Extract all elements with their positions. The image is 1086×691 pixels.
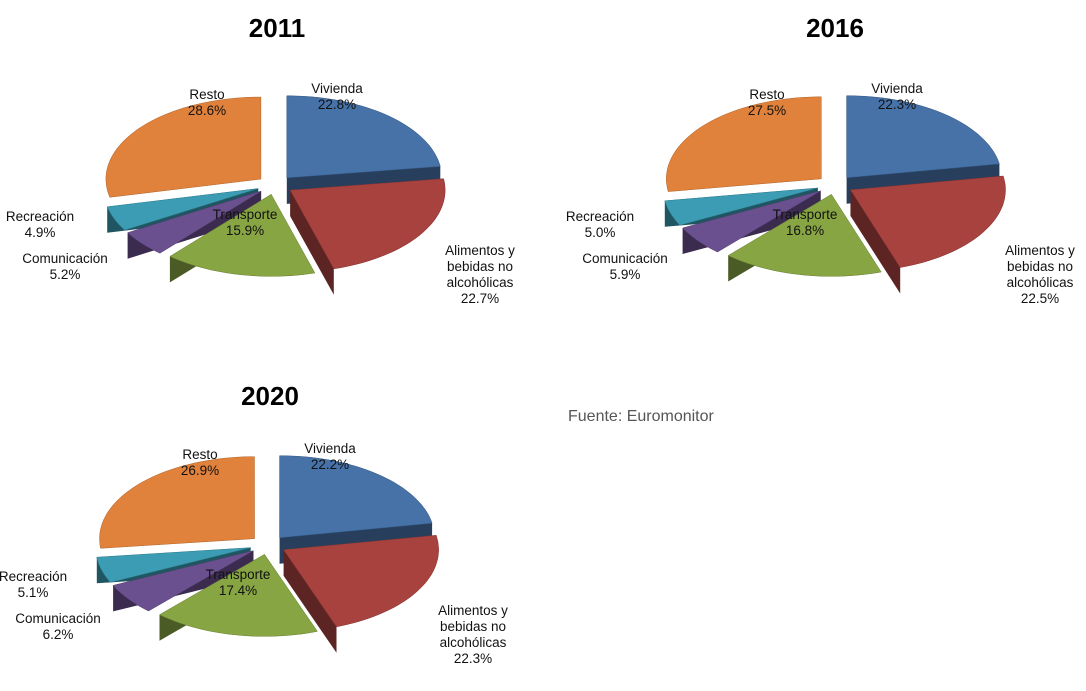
value-label: 17.4% — [218, 583, 258, 598]
value-label: 4.9% — [24, 225, 56, 240]
data-label: Alimentos y bebidas no alcohólicas 22.7% — [433, 243, 528, 307]
data-label: Resto 27.5% — [727, 87, 807, 119]
data-label: Transporte 16.8% — [760, 207, 850, 239]
slice-top — [127, 190, 262, 254]
category-label: Resto — [749, 87, 785, 102]
slice — [727, 193, 882, 303]
data-label: Resto 26.9% — [160, 447, 240, 479]
data-label: Transporte 17.4% — [193, 567, 283, 599]
category-label: Vivienda — [871, 81, 923, 96]
data-label: Recreación 4.9% — [0, 209, 85, 241]
data-label: Vivienda 22.3% — [857, 81, 937, 113]
value-label: 5.1% — [17, 585, 49, 600]
category-label: Alimentos y bebidas no alcohólicas — [438, 603, 508, 650]
value-label: 22.7% — [460, 291, 500, 306]
slice-top — [727, 193, 882, 277]
data-label: Comunicación 5.9% — [570, 251, 680, 283]
category-label: Recreación — [565, 209, 635, 224]
slice — [105, 96, 262, 224]
category-label: Transporte — [212, 207, 278, 222]
value-label: 22.5% — [1020, 291, 1060, 306]
source-note: Fuente: Euromonitor — [568, 408, 714, 425]
chart-title: 2011 — [249, 13, 305, 43]
data-label: Resto 28.6% — [167, 87, 247, 119]
category-label: Vivienda — [311, 81, 363, 96]
category-label: Comunicación — [582, 251, 668, 266]
slice — [682, 190, 821, 278]
slice-top — [96, 547, 251, 583]
data-label: Vivienda 22.8% — [297, 81, 377, 113]
slice — [283, 535, 439, 653]
value-label: 26.9% — [180, 463, 220, 478]
slice-top — [850, 175, 1006, 268]
category-label: Transporte — [772, 207, 838, 222]
slice — [158, 554, 318, 663]
slice — [112, 550, 254, 637]
chart-title: 2020 — [241, 381, 299, 411]
slice-top — [279, 455, 433, 538]
value-label: 22.2% — [310, 457, 350, 472]
category-label: Resto — [189, 87, 225, 102]
data-label: Comunicación 6.2% — [3, 611, 113, 643]
slice — [846, 95, 1000, 204]
data-label: Recreación 5.1% — [0, 569, 78, 601]
slice — [850, 175, 1006, 294]
slice-top — [286, 95, 441, 179]
slice-top — [283, 535, 439, 628]
value-label: 28.6% — [187, 103, 227, 118]
slice-top — [169, 193, 316, 277]
category-label: Alimentos y bebidas no alcohólicas — [445, 243, 515, 290]
data-label: Transporte 15.9% — [200, 207, 290, 239]
slice — [286, 95, 441, 204]
slice-top — [106, 188, 259, 231]
category-label: Comunicación — [15, 611, 101, 626]
value-label: 6.2% — [42, 627, 74, 642]
slice-top — [99, 456, 255, 549]
slice — [289, 178, 446, 295]
value-label: 5.2% — [49, 267, 81, 282]
slice-top — [289, 178, 446, 270]
slice-side — [113, 550, 254, 637]
data-label: Comunicación 5.2% — [10, 251, 120, 283]
value-label: 22.3% — [453, 651, 493, 666]
slice-top — [105, 96, 262, 198]
slice — [127, 190, 262, 280]
slice-top — [846, 95, 1000, 178]
data-label: Vivienda 22.2% — [290, 441, 370, 473]
slice-top — [682, 190, 821, 253]
data-label: Alimentos y bebidas no alcohólicas 22.3% — [426, 603, 521, 667]
value-label: 22.8% — [317, 97, 357, 112]
slice — [666, 96, 822, 218]
data-label: Alimentos y bebidas no alcohólicas 22.5% — [993, 243, 1086, 307]
slice — [279, 455, 433, 564]
category-label: Alimentos y bebidas no alcohólicas — [1005, 243, 1075, 290]
slice-top — [664, 187, 818, 226]
category-label: Recreación — [0, 569, 68, 584]
slice-top — [666, 96, 822, 192]
value-label: 5.0% — [584, 225, 616, 240]
category-label: Transporte — [205, 567, 271, 582]
category-label: Recreación — [5, 209, 75, 224]
slice — [99, 456, 255, 575]
chart-title: 2016 — [806, 13, 864, 43]
category-label: Vivienda — [304, 441, 356, 456]
value-label: 22.3% — [877, 97, 917, 112]
value-label: 15.9% — [225, 223, 265, 238]
category-label: Resto — [182, 447, 218, 462]
slice-top — [112, 550, 254, 612]
data-label: Recreación 5.0% — [555, 209, 645, 241]
slice-side — [682, 190, 821, 278]
slice-side — [127, 191, 262, 280]
category-label: Comunicación — [22, 251, 108, 266]
slice-top — [158, 554, 318, 637]
value-label: 5.9% — [609, 267, 641, 282]
value-label: 27.5% — [747, 103, 787, 118]
slice — [169, 193, 316, 303]
value-label: 16.8% — [785, 223, 825, 238]
